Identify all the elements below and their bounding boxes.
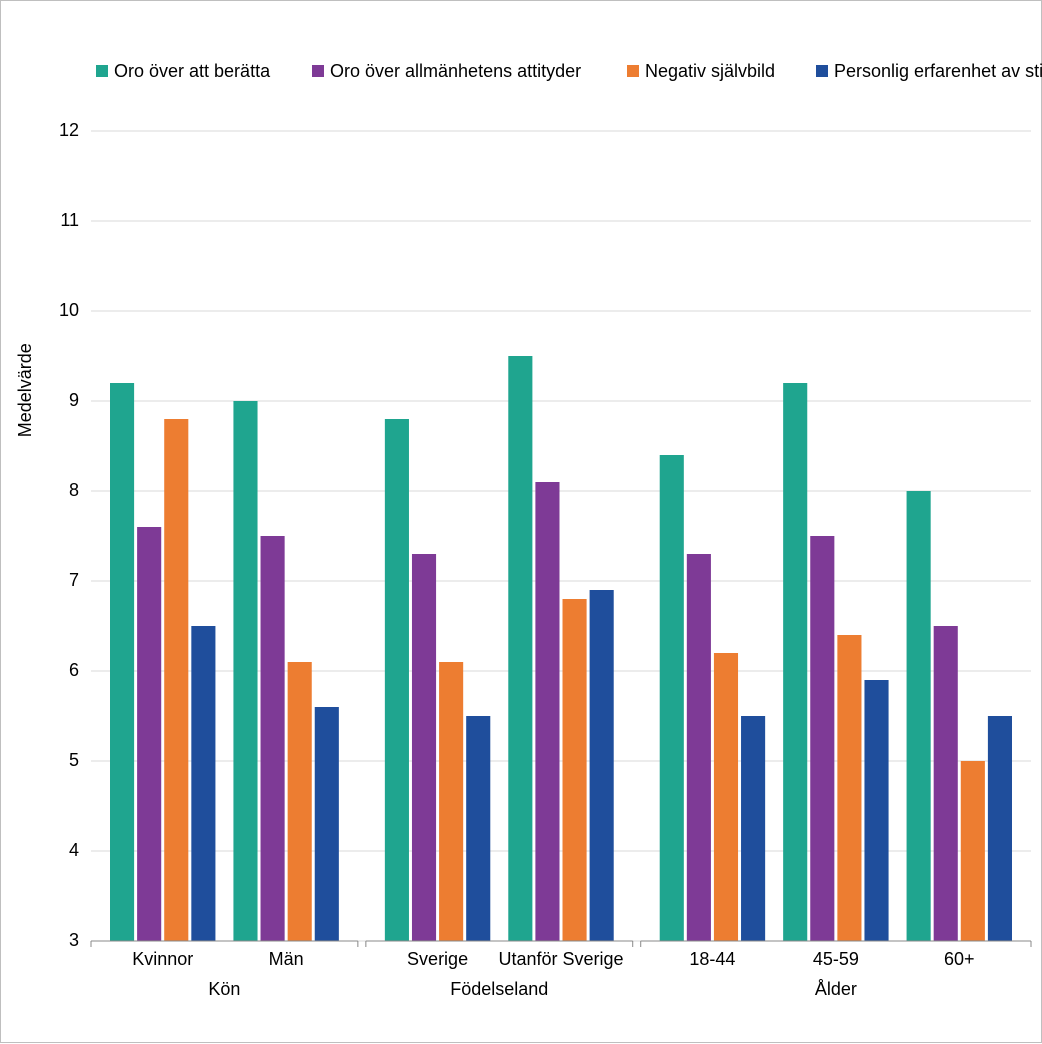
bar xyxy=(191,626,215,941)
category-label: 18-44 xyxy=(689,949,735,969)
y-tick-label: 12 xyxy=(59,120,79,140)
legend-marker xyxy=(816,65,828,77)
bar xyxy=(233,401,257,941)
category-label: Kvinnor xyxy=(132,949,193,969)
legend-marker xyxy=(627,65,639,77)
legend-marker xyxy=(312,65,324,77)
y-tick-label: 8 xyxy=(69,480,79,500)
bar xyxy=(439,662,463,941)
bar xyxy=(137,527,161,941)
category-label: 60+ xyxy=(944,949,975,969)
bar xyxy=(261,536,285,941)
bar xyxy=(961,761,985,941)
category-label: Utanför Sverige xyxy=(498,949,623,969)
legend-label: Negativ självbild xyxy=(645,61,775,81)
bar xyxy=(934,626,958,941)
group-label: Födelseland xyxy=(450,979,548,999)
y-tick-label: 9 xyxy=(69,390,79,410)
chart-frame: 3 4 5 6 7 8 9 10 11 12 Medelvärde Kvinnor Män Kön Sver… xyxy=(0,0,1042,1043)
bar xyxy=(590,590,614,941)
y-axis-label: Medelvärde xyxy=(15,343,35,437)
bar xyxy=(810,536,834,941)
legend-label: Personlig erfarenhet av stigma xyxy=(834,61,1042,81)
bar xyxy=(508,356,532,941)
y-tick-label: 5 xyxy=(69,750,79,770)
bar xyxy=(535,482,559,941)
bar-chart: 3 4 5 6 7 8 9 10 11 12 Medelvärde Kvinnor Män Kön Sver… xyxy=(1,1,1042,1044)
bar xyxy=(164,419,188,941)
bar xyxy=(714,653,738,941)
bar xyxy=(783,383,807,941)
y-tick-label: 10 xyxy=(59,300,79,320)
legend-marker xyxy=(96,65,108,77)
bar xyxy=(315,707,339,941)
y-tick-label: 4 xyxy=(69,840,79,860)
legend-label: Oro över allmänhetens attityder xyxy=(330,61,581,81)
bar xyxy=(988,716,1012,941)
bar xyxy=(687,554,711,941)
group-label: Kön xyxy=(208,979,240,999)
category-label: Män xyxy=(269,949,304,969)
bar xyxy=(837,635,861,941)
y-tick-label: 11 xyxy=(60,210,79,230)
bar xyxy=(563,599,587,941)
bar xyxy=(660,455,684,941)
y-tick-label: 7 xyxy=(69,570,79,590)
bar xyxy=(864,680,888,941)
bar xyxy=(412,554,436,941)
bar xyxy=(466,716,490,941)
bar xyxy=(741,716,765,941)
y-tick-label: 3 xyxy=(69,930,79,950)
category-label: Sverige xyxy=(407,949,468,969)
bar xyxy=(385,419,409,941)
y-tick-label: 6 xyxy=(69,660,79,680)
bar xyxy=(288,662,312,941)
group-label: Ålder xyxy=(815,979,857,999)
category-label: 45-59 xyxy=(813,949,859,969)
bar xyxy=(110,383,134,941)
bar xyxy=(907,491,931,941)
legend-label: Oro över att berätta xyxy=(114,61,271,81)
